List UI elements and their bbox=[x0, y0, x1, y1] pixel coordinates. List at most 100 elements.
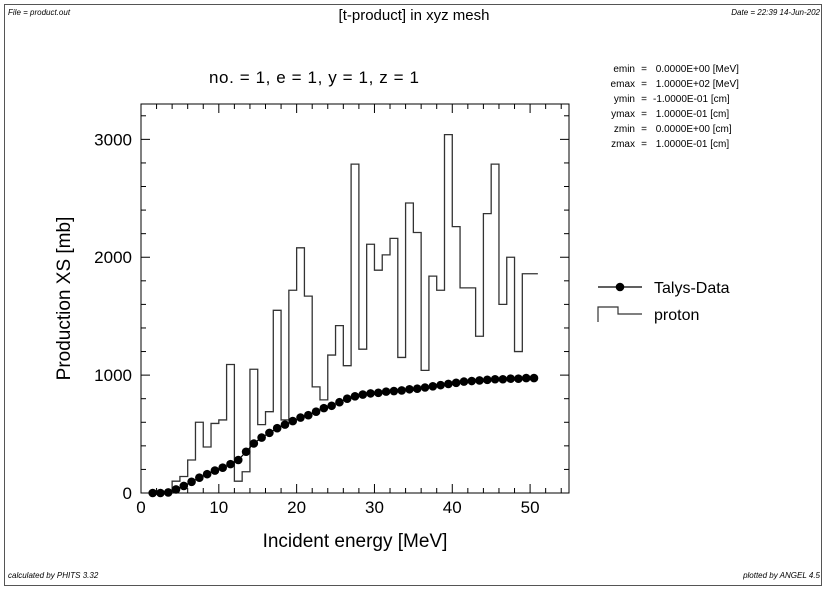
y-tick-label: 0 bbox=[123, 484, 132, 503]
talys-data-point bbox=[514, 374, 523, 383]
talys-data-point bbox=[210, 466, 220, 475]
x-axis-label: Incident energy [MeV] bbox=[263, 531, 448, 552]
talys-data-point bbox=[405, 384, 414, 394]
param-equals: = bbox=[641, 94, 647, 105]
talys-data-point bbox=[521, 373, 531, 383]
param-row: emin = 0.0000E+00 [MeV] bbox=[583, 62, 739, 77]
plot-frame bbox=[140, 103, 570, 494]
param-row: emax = 1.0000E+02 [MeV] bbox=[583, 77, 739, 92]
y-tick-label: 1000 bbox=[94, 366, 132, 385]
param-key: emin bbox=[613, 64, 635, 75]
param-key: zmax bbox=[611, 139, 635, 150]
talys-data-point bbox=[358, 390, 368, 399]
param-value: -1.0000E-01 [cm] bbox=[653, 94, 730, 105]
chart-subtitle: no. = 1, e = 1, y = 1, z = 1 bbox=[209, 68, 420, 87]
legend-talys-marker bbox=[615, 282, 625, 292]
param-equals: = bbox=[641, 109, 647, 120]
talys-data-point bbox=[342, 394, 352, 403]
talys-data-point bbox=[311, 407, 321, 416]
param-value: 1.0000E-01 [cm] bbox=[653, 109, 730, 120]
calculated-by-label: calculated by PHITS 3.32 bbox=[8, 571, 99, 580]
param-equals: = bbox=[641, 79, 647, 90]
talys-data-point bbox=[444, 379, 453, 389]
talys-data-point bbox=[335, 397, 344, 407]
talys-data-point bbox=[218, 463, 228, 472]
talys-data-point bbox=[304, 410, 313, 420]
talys-data-point bbox=[490, 374, 500, 384]
talys-data-point bbox=[451, 378, 461, 388]
param-key: zmin bbox=[613, 124, 635, 135]
param-equals: = bbox=[641, 64, 647, 75]
talys-data-point bbox=[233, 455, 243, 465]
talys-data-point bbox=[389, 386, 399, 396]
param-value: 1.0000E-01 [cm] bbox=[653, 139, 730, 150]
talys-data-point bbox=[420, 383, 430, 392]
talys-data-point bbox=[366, 389, 375, 398]
talys-data-point bbox=[327, 401, 336, 411]
talys-data-point bbox=[482, 375, 492, 385]
talys-data-point bbox=[226, 459, 235, 469]
x-tick-label: 30 bbox=[365, 498, 384, 517]
param-row: zmax = 1.0000E-01 [cm] bbox=[583, 137, 739, 152]
talys-data-point bbox=[179, 481, 189, 491]
talys-data-point bbox=[374, 388, 383, 398]
y-tick-label: 2000 bbox=[94, 248, 132, 267]
legend-proton-line bbox=[597, 306, 642, 322]
talys-data-point bbox=[265, 428, 274, 438]
talys-data-point bbox=[171, 485, 181, 494]
talys-data-point bbox=[288, 416, 298, 426]
talys-data-point bbox=[241, 447, 251, 457]
param-value: 0.0000E+00 [MeV] bbox=[653, 64, 739, 75]
talys-data-point bbox=[529, 373, 539, 383]
x-tick-label: 10 bbox=[209, 498, 228, 517]
param-key: ymax bbox=[611, 109, 635, 120]
x-tick-label: 40 bbox=[443, 498, 462, 517]
y-axis-label: Production XS [mb] bbox=[54, 217, 75, 381]
talys-data-point bbox=[257, 433, 266, 442]
talys-data-point bbox=[296, 413, 305, 422]
talys-data-point bbox=[319, 403, 329, 413]
talys-data-point bbox=[381, 387, 391, 396]
param-row: zmin = 0.0000E+00 [cm] bbox=[583, 122, 739, 137]
talys-data-point bbox=[163, 488, 173, 497]
talys-data-point bbox=[467, 376, 477, 386]
talys-data-point bbox=[506, 374, 515, 383]
parameter-table: emin = 0.0000E+00 [MeV] emax = 1.0000E+02 [… bbox=[583, 62, 739, 152]
file-label: File = product.out bbox=[8, 8, 71, 17]
talys-data-point bbox=[428, 382, 438, 391]
proton-step-line bbox=[171, 133, 538, 493]
param-equals: = bbox=[641, 124, 647, 135]
param-value: 0.0000E+00 [cm] bbox=[653, 124, 732, 135]
param-equals: = bbox=[641, 139, 647, 150]
talys-data-point bbox=[459, 377, 469, 386]
x-tick-label: 0 bbox=[136, 498, 145, 517]
date-label: Date = 22:39 14-Jun-202 bbox=[731, 8, 820, 17]
legend-talys-label: Talys-Data bbox=[654, 280, 730, 297]
talys-data-point bbox=[397, 386, 406, 395]
talys-data-point bbox=[148, 488, 157, 498]
talys-data-point bbox=[202, 469, 212, 479]
chart-title: [t-product] in xyz mesh bbox=[338, 7, 490, 24]
talys-data-point bbox=[272, 423, 282, 433]
param-row: ymax = 1.0000E-01 [cm] bbox=[583, 107, 739, 122]
talys-data-point bbox=[350, 392, 360, 401]
talys-data-point bbox=[156, 488, 165, 498]
param-key: ymin bbox=[613, 94, 635, 105]
talys-data-point bbox=[475, 376, 484, 385]
talys-data-point bbox=[249, 439, 259, 448]
plotted-by-label: plotted by ANGEL 4.5 bbox=[743, 571, 820, 580]
talys-data-point bbox=[412, 384, 422, 393]
page-frame bbox=[4, 4, 822, 586]
y-tick-label: 3000 bbox=[94, 130, 132, 149]
talys-data-point bbox=[187, 477, 196, 487]
talys-data-point bbox=[436, 380, 445, 390]
param-value: 1.0000E+02 [MeV] bbox=[653, 79, 739, 90]
param-row: ymin = -1.0000E-01 [cm] bbox=[583, 92, 739, 107]
legend-proton-label: proton bbox=[654, 307, 699, 324]
talys-data-point bbox=[195, 473, 204, 482]
param-key: emax bbox=[610, 79, 635, 90]
x-tick-label: 50 bbox=[521, 498, 540, 517]
talys-data-point bbox=[498, 374, 508, 384]
x-tick-label: 20 bbox=[287, 498, 306, 517]
